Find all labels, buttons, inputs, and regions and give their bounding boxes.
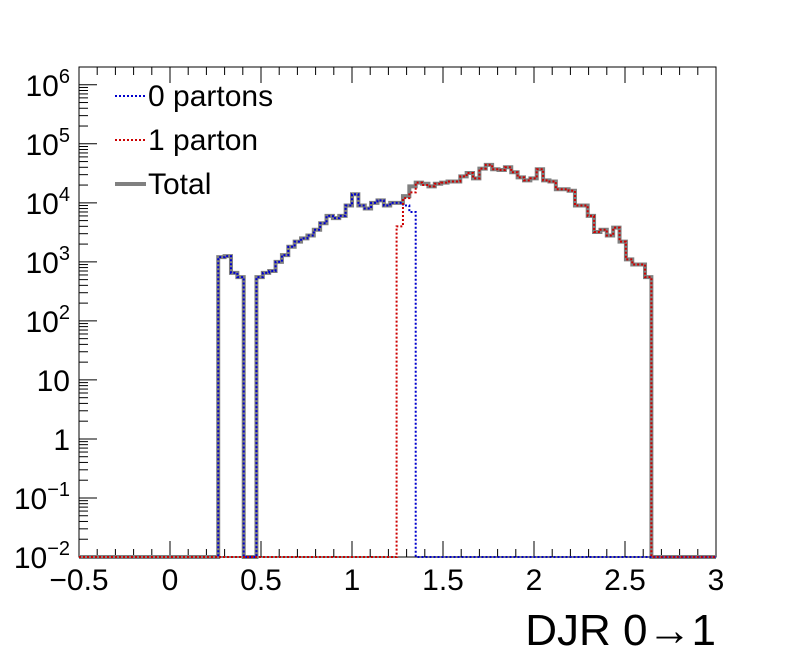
x-tick-label: 2: [526, 564, 543, 597]
y-tick-label: 103: [26, 243, 71, 280]
x-tick-label: 3: [708, 564, 725, 597]
y-tick-label: 102: [26, 302, 71, 339]
y-tick-label: 104: [26, 184, 71, 221]
series-line-total: [79, 162, 716, 559]
x-tick-label: −0.5: [49, 564, 108, 597]
x-tick-labels: −0.5 0 0.5 1 1.5 2 2.5 3: [49, 564, 724, 597]
legend-label-total: Total: [148, 168, 211, 201]
series-group: [79, 162, 716, 559]
axis-ticks: [78, 66, 717, 558]
x-axis-title: DJR 0→1: [525, 606, 716, 655]
y-tick-label: 10: [37, 365, 70, 398]
x-tick-label: 1.5: [422, 564, 464, 597]
legend-label-0-partons: 0 partons: [148, 80, 273, 113]
legend: 0 partons 1 parton Total: [115, 80, 273, 201]
y-tick-label: 106: [26, 66, 71, 103]
x-tick-label: 2.5: [604, 564, 646, 597]
y-tick-label: 10−1: [14, 479, 70, 516]
series-line-1-parton: [79, 163, 716, 558]
x-tick-label: 0.5: [240, 564, 282, 597]
y-tick-labels: 10−2 10−1 1 10 102 103 104 105 106: [14, 66, 70, 575]
y-tick-label: 10−2: [14, 538, 70, 575]
y-tick-label: 1: [53, 424, 70, 457]
x-tick-label: 0: [162, 564, 179, 597]
series-line-0-partons: [79, 193, 716, 558]
x-tick-label: 1: [344, 564, 361, 597]
y-tick-label: 105: [26, 125, 71, 162]
legend-label-1-parton: 1 parton: [148, 124, 258, 157]
